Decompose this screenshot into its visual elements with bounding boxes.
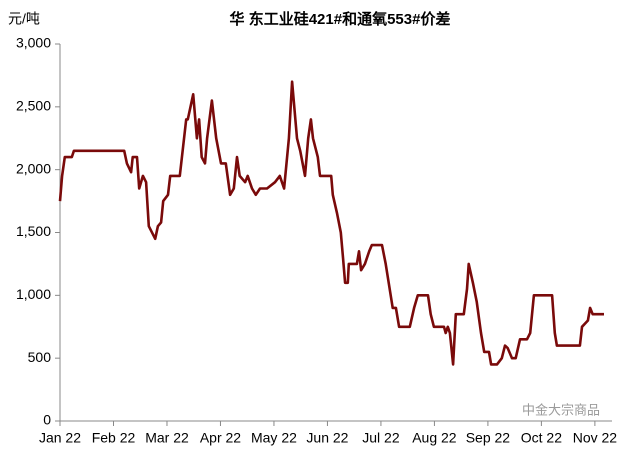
x-tick-label: Mar 22 (145, 430, 189, 446)
x-tick-label: Sep 22 (466, 430, 511, 446)
chart-title: 华 东工业硅421#和通氧553#价差 (230, 10, 451, 28)
x-tick-label: Nov 22 (573, 430, 618, 446)
x-tick-label: Apr 22 (200, 430, 241, 446)
x-tick-label: Jun 22 (306, 430, 348, 446)
watermark: 中金大宗商品 (522, 402, 600, 417)
y-tick-label: 500 (28, 349, 52, 365)
x-tick-label: May 22 (251, 430, 297, 446)
y-unit-label: 元/吨 (8, 11, 40, 27)
x-tick-label: Feb 22 (92, 430, 136, 446)
x-tick-label: Oct 22 (521, 430, 562, 446)
x-tick-label: Aug 22 (412, 430, 457, 446)
y-tick-label: 1,000 (16, 286, 51, 302)
y-tick-label: 0 (43, 412, 51, 428)
x-tick-label: Jul 22 (362, 430, 400, 446)
y-tick-label: 2,500 (16, 98, 51, 114)
y-tick-label: 1,500 (16, 223, 51, 239)
x-tick-label: Jan 22 (39, 430, 81, 446)
data-line (58, 80, 604, 366)
y-tick-label: 3,000 (16, 35, 51, 51)
y-tick-label: 2,000 (16, 160, 51, 176)
